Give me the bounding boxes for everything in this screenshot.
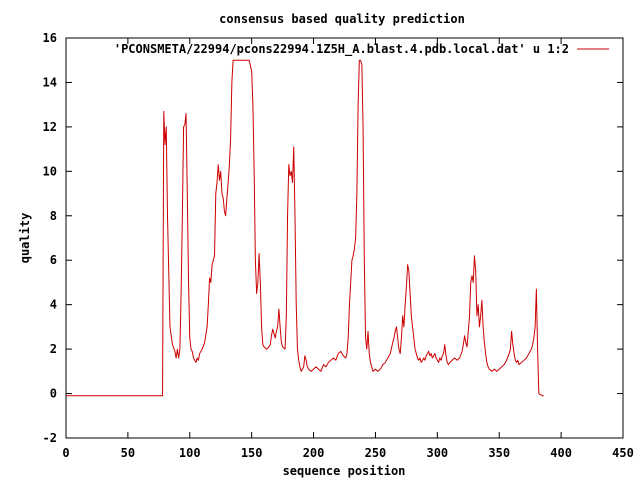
y-tick-label: 16 [43,31,57,45]
x-tick-label: 450 [612,446,634,460]
x-tick-label: 100 [179,446,201,460]
x-axis-label: sequence position [283,464,406,478]
x-tick-label: 200 [303,446,325,460]
y-axis-label: quality [18,213,32,264]
y-tick-label: 0 [50,387,57,401]
y-tick-label: 2 [50,342,57,356]
axis-ticks: 0 50 100 150 200 250 300 350 400 450 -2 0 2 4 6 8 10 12 14… [43,31,634,460]
y-tick-label: 10 [43,164,57,178]
x-tick-label: 350 [488,446,510,460]
y-tick-label: 12 [43,120,57,134]
x-tick-label: 300 [426,446,448,460]
x-tick-label: 150 [241,446,263,460]
series-layer [66,59,544,397]
x-tick-label: 250 [365,446,387,460]
y-tick-label: 8 [50,209,57,223]
x-tick-label: 50 [121,446,135,460]
series-line [66,59,544,397]
legend: 'PCONSMETA/22994/pcons22994.1Z5H_A.blast… [114,42,609,57]
y-tick-label: 4 [50,298,57,312]
x-tick-label: 0 [62,446,69,460]
y-tick-label: 6 [50,253,57,267]
plot-frame [65,37,624,439]
chart-title: consensus based quality prediction [219,12,465,26]
legend-label: 'PCONSMETA/22994/pcons22994.1Z5H_A.blast… [114,42,569,57]
x-tick-label: 400 [550,446,572,460]
y-tick-label: 14 [43,75,57,89]
y-tick-label: -2 [43,431,57,445]
